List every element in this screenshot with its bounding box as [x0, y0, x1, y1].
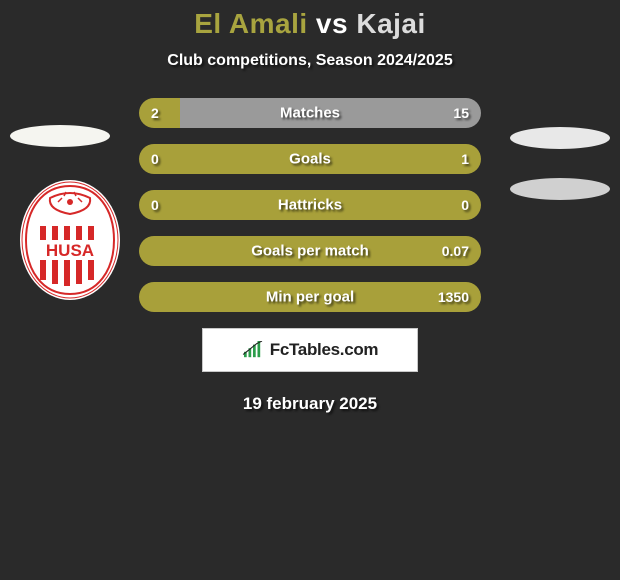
stat-value-right: 1350 [438, 289, 469, 305]
stat-row: Goals per match 0.07 [139, 236, 481, 266]
stat-value-right: 1 [461, 151, 469, 167]
player2-name: Kajai [356, 8, 425, 39]
club-badge-text: HUSA [46, 241, 94, 260]
player1-avatar-placeholder [10, 125, 110, 147]
stat-value-left: 0 [151, 151, 159, 167]
stat-row: Matches 2 15 [139, 98, 481, 128]
branding-text: FcTables.com [270, 340, 379, 360]
stat-row: Hattricks 0 0 [139, 190, 481, 220]
player1-name: El Amali [194, 8, 307, 39]
date-label: 19 february 2025 [0, 394, 620, 414]
player1-club-badge: HUSA [20, 180, 120, 300]
chart-icon [242, 341, 264, 359]
player2-avatar-placeholder [510, 127, 610, 149]
stat-value-right: 0 [461, 197, 469, 213]
stat-value-left: 0 [151, 197, 159, 213]
stat-label: Goals per match [251, 243, 369, 260]
stat-bar-left-fill [139, 98, 180, 128]
stat-value-right: 15 [453, 105, 469, 121]
page-title: El Amali vs Kajai [0, 8, 620, 40]
stat-value-left: 2 [151, 105, 159, 121]
branding-badge: FcTables.com [202, 328, 418, 372]
stat-row: Goals 0 1 [139, 144, 481, 174]
stat-label: Min per goal [266, 289, 354, 306]
stat-value-right: 0.07 [442, 243, 469, 259]
vs-label: vs [316, 8, 348, 39]
stat-bars: Matches 2 15 Goals 0 1 Hattricks 0 0 Goals per ma… [139, 98, 481, 312]
stat-label: Goals [289, 151, 331, 168]
stat-label: Hattricks [278, 197, 342, 214]
stat-row: Min per goal 1350 [139, 282, 481, 312]
subtitle: Club competitions, Season 2024/2025 [0, 52, 620, 70]
player2-club-placeholder [510, 178, 610, 200]
stat-label: Matches [280, 105, 340, 122]
